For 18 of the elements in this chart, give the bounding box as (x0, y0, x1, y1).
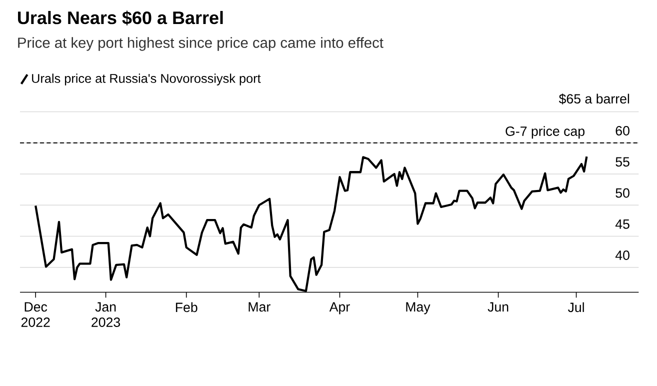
x-tick-label: Jun (488, 302, 508, 312)
ref-line-label: G-7 price cap (506, 126, 584, 139)
x-tick-label: Jan 2023 (92, 302, 120, 327)
y-tick-label: $65 a barrel (558, 94, 630, 104)
chart-subtitle: Price at key port highest since price cap came into effect (18, 37, 384, 51)
x-tick-label: Dec 2022 (21, 302, 50, 327)
y-tick-label: 60 (616, 126, 630, 136)
y-tick-label: 50 (616, 188, 630, 198)
x-tick-label: Jul (568, 302, 584, 312)
y-tick-label: 40 (615, 250, 630, 260)
x-tick-label: Mar (248, 302, 270, 312)
x-tick-label: May (406, 302, 430, 314)
y-tick-label: 45 (615, 220, 630, 229)
legend-label: Urals price at Russia's Novorossiysk port (32, 74, 261, 86)
y-tick-label: 55 (616, 157, 630, 167)
x-tick-label: Apr (329, 302, 350, 314)
x-tick-label: Feb (176, 302, 198, 312)
chart-title: Urals Nears $60 a Barrel (18, 10, 223, 26)
